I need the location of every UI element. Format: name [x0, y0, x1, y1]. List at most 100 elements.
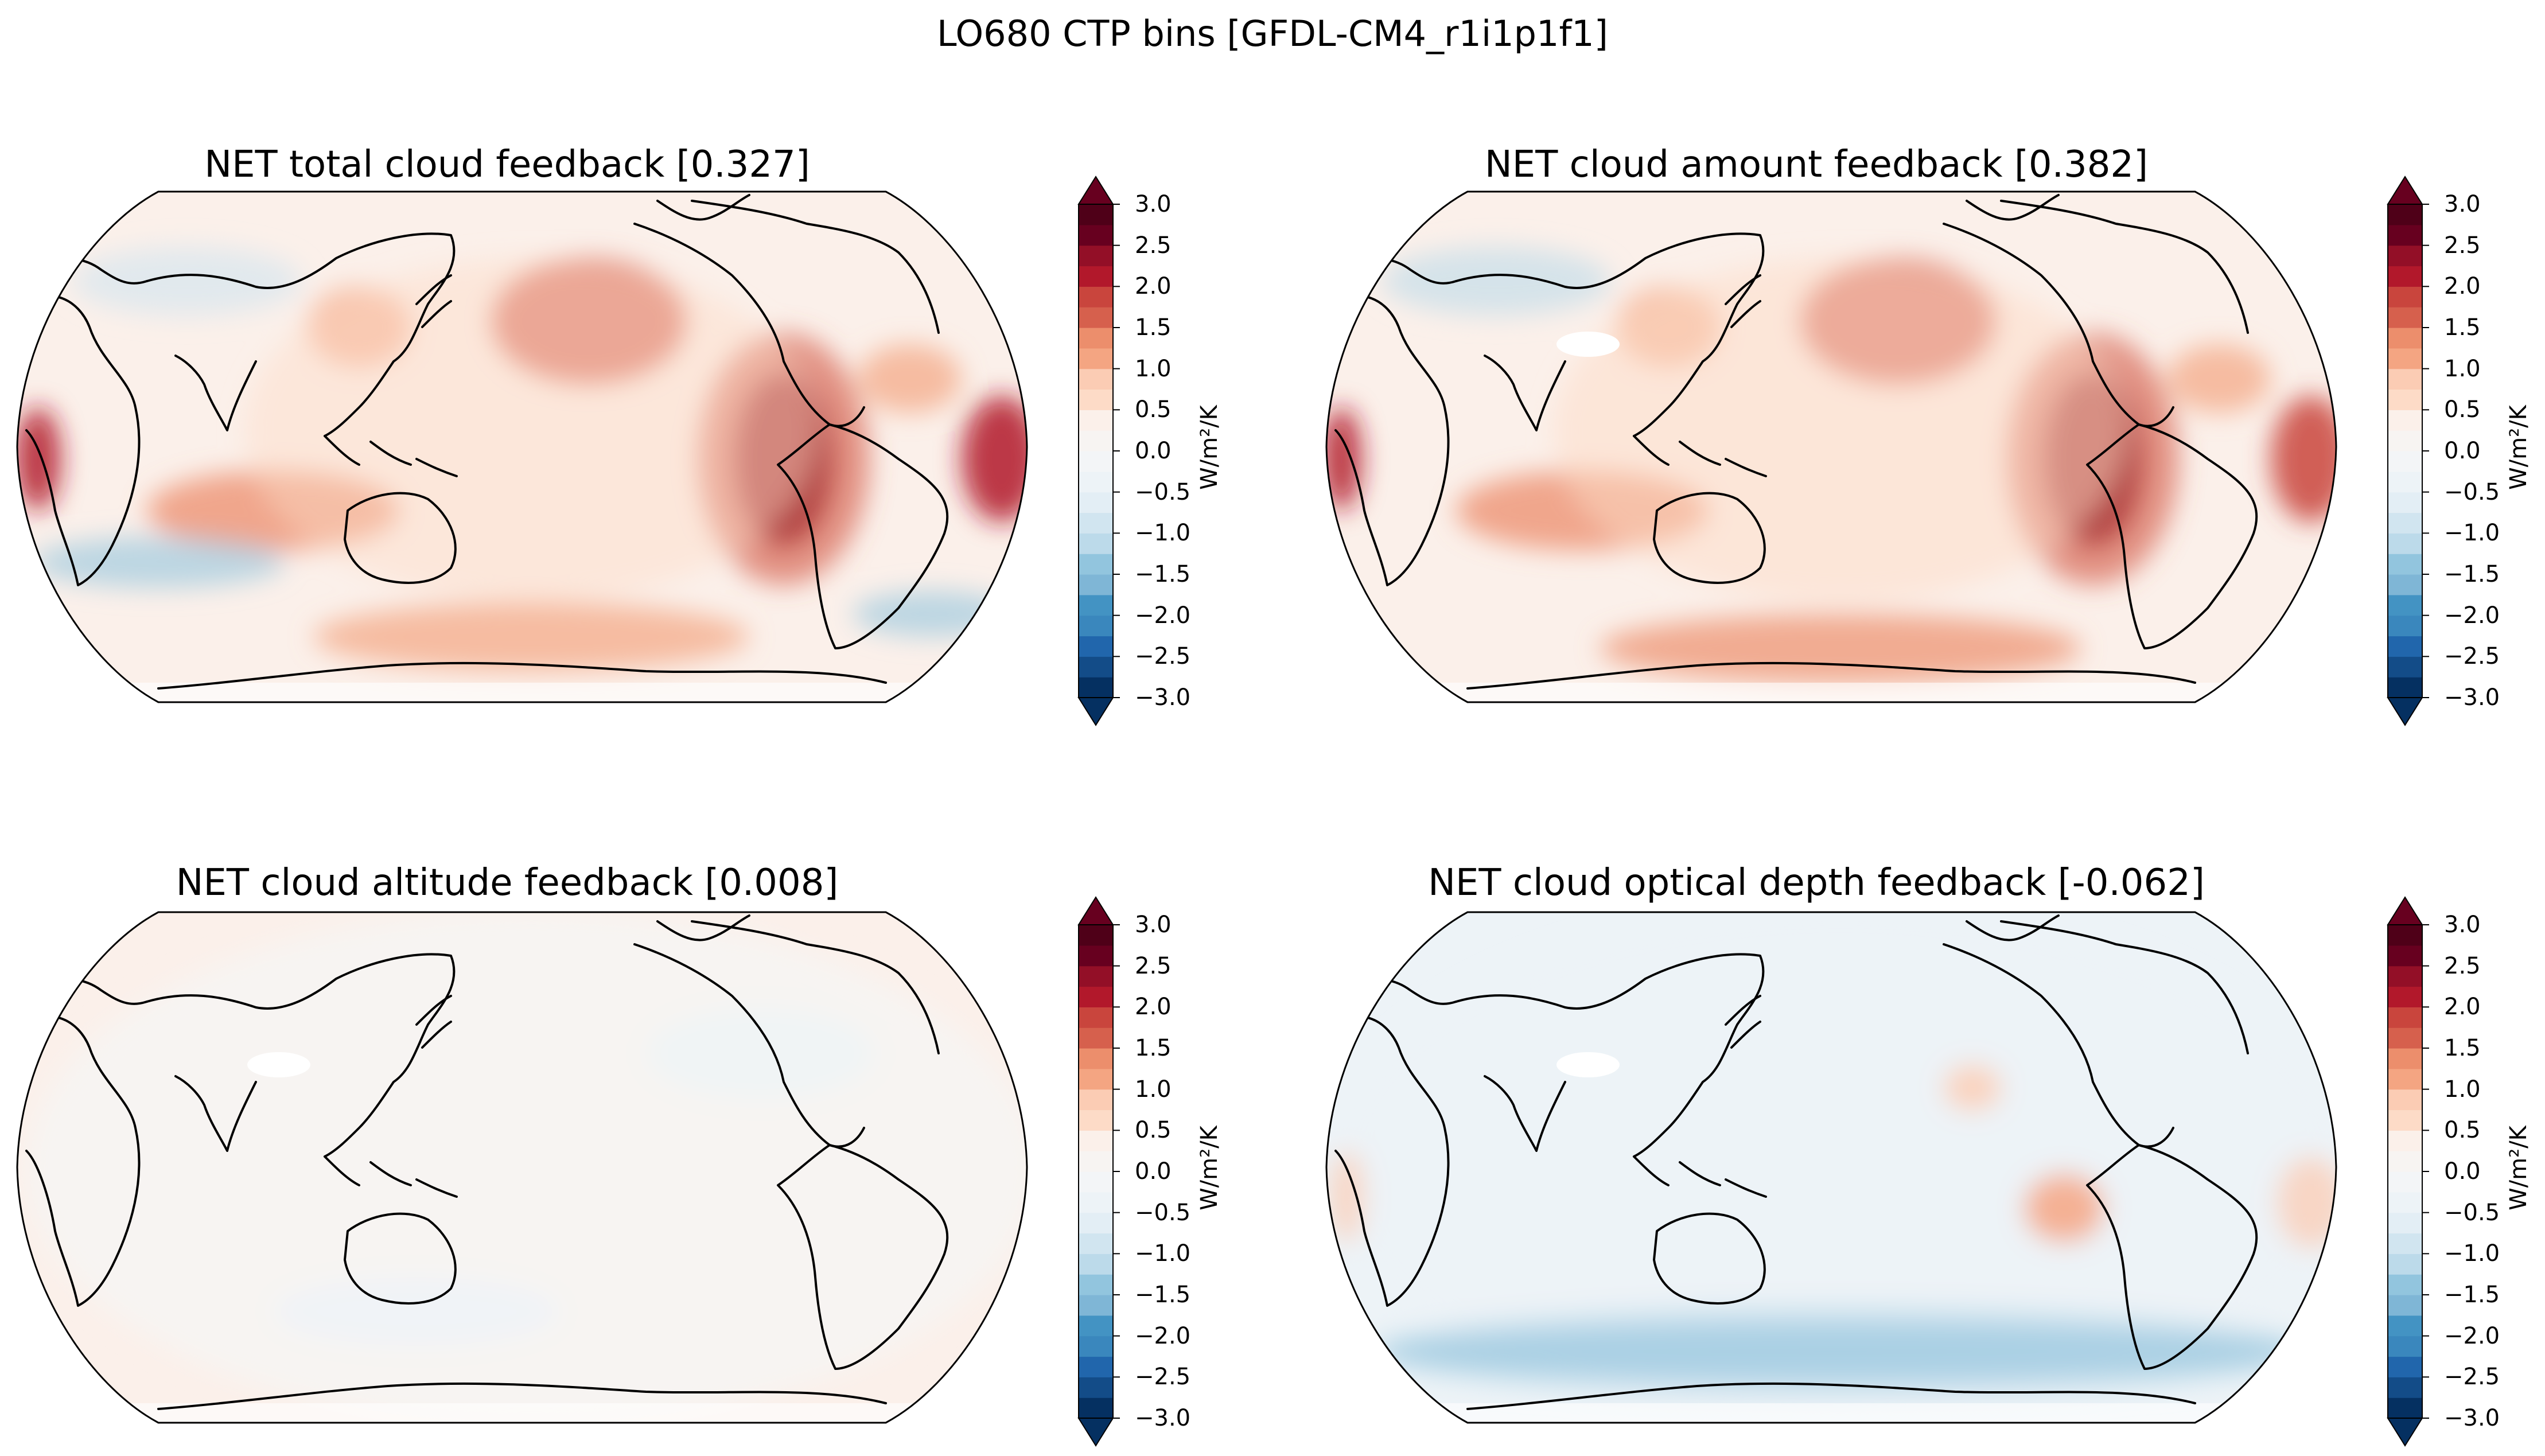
map-boundary [16, 911, 1028, 1424]
coastline [324, 1155, 360, 1186]
coastline [1725, 458, 1767, 477]
colorbar-tick-label: −3.0 [2444, 1405, 2500, 1431]
colorbar-level [2388, 656, 2422, 678]
colorbar-tick-label: −2.5 [1135, 1364, 1191, 1391]
colorbar-level [2388, 1295, 2422, 1316]
colorbar-extend-max [1077, 896, 1114, 925]
colorbar-tick-label: −1.0 [2444, 520, 2500, 547]
colorbar-level [1079, 1068, 1113, 1090]
coastline [1653, 492, 1766, 584]
colorbar-svg [1077, 176, 1120, 726]
map-svg [16, 190, 1028, 703]
field-region [1326, 407, 1361, 511]
coastline [777, 423, 949, 649]
colorbar-level [1079, 1192, 1113, 1213]
colorbar-unit-label: W/m²/K [2505, 1126, 2532, 1210]
colorbar-level [1079, 307, 1113, 328]
colorbar-tick-label: 0.5 [2444, 396, 2481, 423]
coastline [324, 435, 360, 466]
colorbar-tick-label: 1.0 [2444, 355, 2481, 382]
colorbar-level [2388, 471, 2422, 493]
coastline [1466, 1382, 2196, 1410]
colorbar-tick-label: 0.0 [2444, 1158, 2481, 1185]
map-svg [1325, 911, 2337, 1424]
colorbar-level [1079, 1315, 1113, 1337]
coastline [369, 441, 412, 466]
panel-title: NET total cloud feedback [0.327] [204, 143, 810, 186]
coastline [656, 194, 750, 221]
panel-cloud-optical-depth-feedback: NET cloud optical depth feedback [-0.062… [1309, 721, 2545, 1447]
colorbar-svg [2387, 896, 2429, 1447]
colorbar [1077, 893, 1120, 1447]
coastline [1484, 355, 1566, 431]
missing-data-patch [1556, 1052, 1620, 1077]
coastline [1966, 194, 2060, 221]
map-boundary [1325, 911, 2337, 1424]
colorbar-tick-label: 2.5 [1135, 232, 1172, 259]
colorbar [2387, 893, 2429, 1447]
colorbar-level [2388, 594, 2422, 616]
coastline [1653, 1212, 1766, 1305]
colorbar-level [2388, 1356, 2422, 1377]
colorbar-tick-label: −2.0 [1135, 602, 1191, 629]
colorbar-tick-label: 1.5 [2444, 1035, 2481, 1061]
colorbar-level [2388, 1274, 2422, 1295]
colorbar-tick-label: 0.5 [1135, 1117, 1172, 1144]
map-altitude [15, 910, 1029, 1425]
colorbar-level [2388, 328, 2422, 349]
colorbar-level [1079, 1336, 1113, 1357]
colorbar-level [1079, 492, 1113, 513]
colorbar-level [2388, 615, 2422, 637]
colorbar-level [2388, 389, 2422, 410]
coastline [369, 1161, 412, 1186]
field-region [1382, 247, 1611, 316]
missing-data-patch [1556, 332, 1620, 357]
field-region [2024, 1174, 2104, 1243]
colorbar-level [1079, 945, 1113, 967]
colorbar-tick-label: 3.0 [2444, 912, 2481, 938]
coastline [415, 995, 452, 1049]
map-total [15, 189, 1029, 704]
field-region [2271, 396, 2336, 522]
coastline [1633, 1155, 1670, 1186]
colorbar-level [2388, 1253, 2422, 1275]
missing-data-patch [247, 1052, 310, 1077]
coastline [1679, 441, 1721, 466]
coastline [1334, 294, 1450, 586]
coastline [415, 1178, 458, 1198]
colorbar-tick-label: −1.5 [1135, 561, 1191, 587]
colorbar-tick-label: −3.0 [1135, 1405, 1191, 1431]
colorbar-tick-label: −2.5 [2444, 1364, 2500, 1391]
coastline [1725, 274, 1761, 328]
colorbar-tick-label: −3.0 [2444, 684, 2500, 711]
colorbar-level [2388, 1048, 2422, 1069]
colorbar-level [1079, 636, 1113, 657]
colorbar-level [1079, 1295, 1113, 1316]
coastline [2086, 423, 2258, 649]
field-region [1944, 1065, 2001, 1111]
colorbar-tick-label: −2.5 [2444, 643, 2500, 670]
colorbar-level [1079, 410, 1113, 431]
colorbar-level [1079, 512, 1113, 534]
field-region [2277, 1157, 2336, 1248]
colorbar-tick-label: 0.5 [1135, 396, 1172, 423]
colorbar-level [1079, 1151, 1113, 1172]
colorbar-level [2388, 204, 2422, 225]
field-region [962, 396, 1027, 522]
coastline [2000, 200, 2249, 334]
colorbar-level [2388, 966, 2422, 987]
colorbar-unit-label: W/m²/K [1196, 1126, 1223, 1210]
colorbar-level [1079, 1377, 1113, 1398]
colorbar-level [1079, 1048, 1113, 1069]
colorbar-level [1079, 471, 1113, 493]
coastline [1633, 435, 1670, 466]
colorbar-tick-label: −0.5 [1135, 478, 1191, 505]
field-region [1370, 1306, 2311, 1397]
colorbar-tick-label: 0.0 [2444, 438, 2481, 464]
colorbar-tick-label: −1.0 [2444, 1240, 2500, 1267]
coastline [25, 294, 141, 586]
coastline [1679, 1161, 1721, 1186]
colorbar-tick-label: −1.0 [1135, 1240, 1191, 1267]
colorbar-tick-label: −2.0 [2444, 602, 2500, 629]
panel-title: NET cloud amount feedback [0.382] [1484, 143, 2149, 186]
